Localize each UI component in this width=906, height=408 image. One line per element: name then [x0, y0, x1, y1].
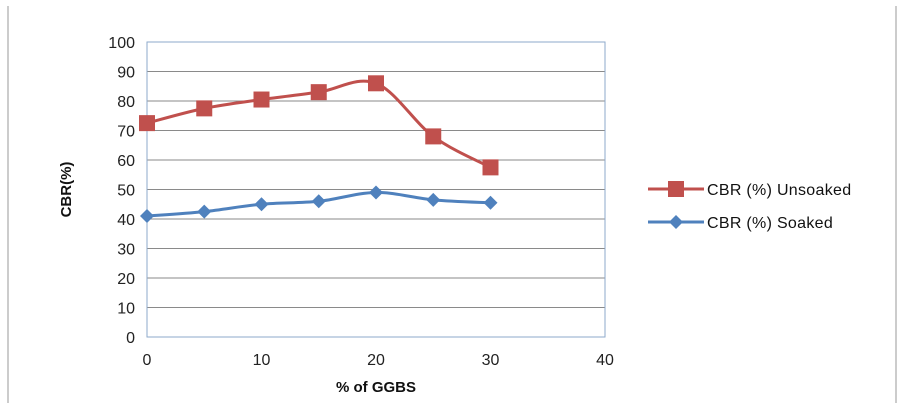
data-point	[483, 195, 498, 210]
data-point	[253, 91, 270, 108]
y-tick-label: 50	[117, 183, 135, 200]
y-tick-label: 60	[117, 153, 135, 170]
legend-swatch-marker	[669, 215, 683, 229]
x-tick-label: 30	[482, 352, 500, 369]
data-point	[426, 192, 441, 207]
series-1	[139, 75, 499, 176]
plot-area-border	[146, 41, 606, 338]
data-point	[139, 115, 155, 132]
data-point	[311, 194, 326, 209]
data-point	[196, 100, 213, 117]
x-tick-label: 20	[367, 352, 385, 369]
y-tick-label: 70	[117, 124, 135, 141]
legend-item: CBR (%) Soaked	[648, 215, 833, 232]
y-tick-label: 40	[117, 212, 135, 229]
data-point	[425, 128, 442, 145]
y-tick-label: 0	[126, 330, 135, 347]
y-tick-label: 100	[108, 35, 135, 52]
data-point	[482, 159, 499, 176]
data-point	[254, 197, 269, 212]
x-tick-label: 0	[143, 352, 152, 369]
y-tick-label: 30	[117, 242, 135, 259]
legend: CBR (%) Unsoaked CBR (%) Soaked	[648, 181, 851, 232]
y-tick-label: 10	[117, 301, 135, 318]
x-tick-label: 10	[253, 352, 271, 369]
series-layer	[139, 75, 499, 224]
data-point	[368, 75, 384, 92]
y-tick-label: 90	[117, 65, 135, 82]
series-2	[140, 185, 498, 224]
y-tick-label: 20	[117, 271, 135, 288]
legend-label: CBR (%) Unsoaked	[707, 182, 851, 199]
data-point	[140, 209, 154, 224]
legend-label: CBR (%) Soaked	[707, 215, 833, 232]
data-point	[310, 84, 327, 101]
x-tick-label: 40	[596, 352, 614, 369]
x-tick-labels: 0 10 20 30 40	[143, 352, 614, 369]
legend-item: CBR (%) Unsoaked	[648, 181, 851, 199]
y-tick-label: 80	[117, 94, 135, 111]
y-axis-title: CBR(%)	[58, 162, 75, 218]
y-tick-labels: 0 10 20 30 40 50 60 70 80 90 100	[108, 35, 135, 347]
data-point	[197, 204, 212, 219]
legend-swatch-marker	[668, 181, 684, 197]
x-axis-title: % of GGBS	[336, 379, 416, 396]
data-point	[369, 185, 383, 200]
